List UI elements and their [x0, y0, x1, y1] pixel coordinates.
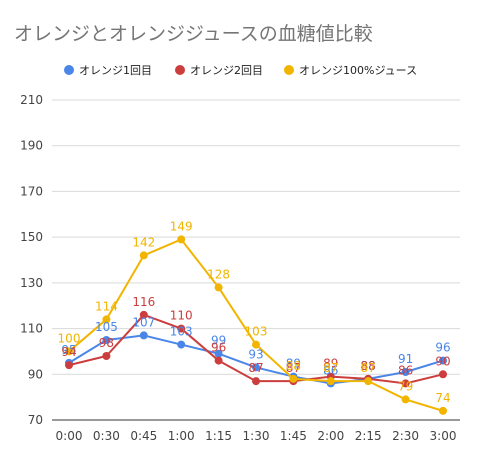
series-1-data-label: 103 — [170, 325, 193, 339]
series-1-data-label: 107 — [132, 315, 155, 329]
series-2-data-label: 86 — [398, 363, 413, 377]
series-2-data-label: 87 — [248, 361, 263, 375]
series-1-point — [401, 368, 410, 376]
series-2-data-label: 96 — [211, 341, 226, 355]
series-1-point — [102, 336, 111, 344]
y-tick-label-130: 130 — [20, 276, 43, 290]
series-1-point — [139, 331, 148, 340]
x-tick-label: 0:30 — [93, 429, 120, 443]
series-2-data-label: 90 — [435, 354, 450, 368]
series-3-point — [289, 374, 298, 383]
series-1-data-label: 95 — [61, 343, 76, 357]
y-tick-label-170: 170 — [20, 184, 43, 198]
series-2-data-label: 110 — [170, 309, 193, 323]
series-1-data-label: 91 — [398, 352, 413, 366]
series-1-point — [214, 349, 223, 358]
y-tick-label-90: 90 — [28, 367, 43, 381]
chart-title: オレンジとオレンジジュースの血糖値比較 — [14, 23, 373, 45]
x-tick-label: 1:00 — [168, 429, 195, 443]
series-3-data-label: 87 — [361, 361, 376, 375]
series-3-point — [252, 340, 260, 349]
series-3-point — [439, 406, 447, 415]
series-2-point — [102, 352, 111, 360]
series-3-data-label: 88 — [286, 359, 301, 373]
series-2-data-label: 87 — [286, 361, 301, 375]
legend-label-1: オレンジ1回目 — [79, 64, 152, 77]
series-2-point — [139, 310, 148, 319]
series — [65, 235, 447, 415]
y-tick-label-210: 210 — [20, 93, 43, 107]
series-3-data-label: 114 — [95, 299, 118, 313]
series-3-point — [364, 377, 373, 386]
y-tick-label-110: 110 — [20, 322, 43, 336]
series-3-point — [401, 395, 410, 404]
series-3-data-label: 128 — [207, 267, 230, 281]
y-tick-label-150: 150 — [20, 230, 43, 244]
series-2-data-label: 116 — [132, 295, 155, 309]
x-tick-label: 1:15 — [205, 429, 232, 443]
x-tick-label: 2:00 — [317, 429, 344, 443]
series-2-point — [252, 377, 260, 386]
series-3-data-label: 142 — [132, 235, 155, 249]
series-2-point — [214, 356, 223, 365]
series-2-data-label: 88 — [361, 359, 376, 373]
series-2-point — [177, 324, 186, 333]
series-3-data-label: 79 — [398, 379, 413, 393]
series-3-data-label: 149 — [170, 219, 193, 233]
legend: オレンジ1回目 オレンジ2回目 オレンジ100%ジュース — [64, 64, 417, 77]
series-1-data-label: 88 — [361, 359, 376, 373]
x-tick-label: 0:00 — [56, 429, 83, 443]
y-tick-label-70: 70 — [28, 413, 43, 427]
x-tick-label: 2:15 — [355, 429, 382, 443]
grid — [52, 99, 460, 421]
y-tick-label-190: 190 — [20, 139, 43, 153]
series-3-data-label: 100 — [58, 331, 81, 345]
legend-marker-2 — [175, 65, 185, 75]
x-tick-label: 1:45 — [280, 429, 307, 443]
x-tick-label: 1:30 — [243, 429, 270, 443]
x-tick-label: 2:30 — [392, 429, 419, 443]
legend-marker-1 — [64, 65, 74, 75]
series-3-data-label: 87 — [323, 361, 338, 375]
series-1-data-label: 96 — [435, 341, 450, 355]
series-2-point — [439, 370, 447, 379]
series-3-point — [139, 251, 148, 260]
series-3-point — [326, 377, 335, 386]
series-2-data-label: 89 — [323, 357, 338, 371]
series-1-point — [252, 363, 260, 372]
series-3-data-label: 74 — [435, 391, 450, 405]
series-3-point — [65, 347, 73, 356]
series-3-point — [102, 315, 111, 324]
x-tick-label: 0:45 — [130, 429, 157, 443]
series-3-point — [214, 283, 223, 292]
x-tick-label: 3:00 — [430, 429, 457, 443]
axes: 70 90 110 130 150 170 190 210 0:00 0:30 0:45 1:00 1:… — [20, 93, 456, 443]
series-2-data-label: 98 — [99, 336, 114, 350]
series-3-data-label: 103 — [245, 325, 268, 339]
legend-label-3: オレンジ100%ジュース — [299, 64, 417, 77]
series-2-point — [401, 379, 410, 388]
series-1-point — [177, 340, 186, 349]
series-1-point — [439, 356, 447, 365]
series-1-data-label: 99 — [211, 334, 226, 348]
series-3-point — [177, 235, 186, 244]
legend-marker-3 — [284, 65, 294, 75]
series-1-data-label: 105 — [95, 320, 118, 334]
legend-label-2: オレンジ2回目 — [190, 64, 263, 77]
series-1-data-label: 86 — [323, 363, 338, 377]
series-1-data-label: 93 — [248, 347, 263, 361]
series-2-point — [65, 361, 73, 370]
series-1-data-label: 89 — [286, 357, 301, 371]
series-2-data-label: 94 — [61, 345, 76, 359]
